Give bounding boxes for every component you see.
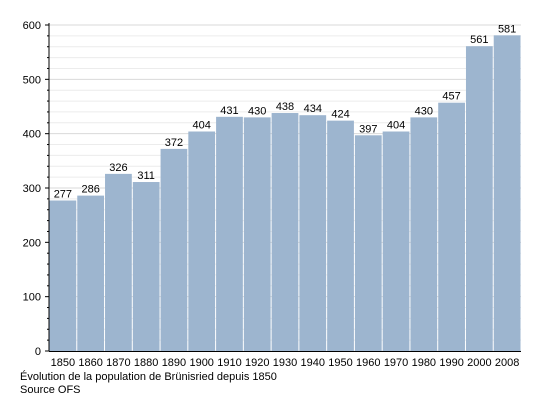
data-label-1870: 326 [109, 162, 127, 174]
bar-1940 [299, 115, 327, 352]
x-tick-label-1950: 1950 [328, 357, 352, 369]
data-label-2008: 581 [498, 23, 516, 35]
x-tick-label-1960: 1960 [356, 357, 380, 369]
bar-1980 [410, 117, 438, 351]
data-labels: 277 286 326 311 372 404 431 430 438 434 424 397 404 4… [54, 23, 517, 200]
bar-2008 [493, 35, 521, 351]
data-label-1850: 277 [54, 188, 72, 200]
y-tick-label: 600 [23, 20, 41, 32]
data-label-1900: 404 [193, 119, 211, 131]
data-label-1910: 431 [220, 105, 238, 117]
data-label-1940: 434 [304, 103, 322, 115]
data-label-1920: 430 [248, 105, 266, 117]
bar-1880 [132, 182, 160, 351]
caption-source: Source OFS [20, 384, 81, 396]
y-tick-label: 400 [23, 129, 41, 141]
data-label-1970: 404 [387, 119, 405, 131]
x-tick-label-1880: 1880 [134, 357, 158, 369]
x-tick-label-1910: 1910 [217, 357, 241, 369]
y-tick-label: 100 [23, 292, 41, 304]
caption-title: Évolution de la population de Brünisried… [20, 371, 277, 383]
x-tick-label-2008: 2008 [495, 357, 519, 369]
x-tick-label-1920: 1920 [245, 357, 269, 369]
x-tick-label-1850: 1850 [51, 357, 75, 369]
bar-1900 [188, 131, 216, 351]
bar-2000 [465, 46, 493, 351]
data-label-1880: 311 [137, 170, 155, 182]
y-tick-label: 0 [35, 346, 41, 358]
x-tick-label-1930: 1930 [273, 357, 297, 369]
x-tick-label-1940: 1940 [301, 357, 325, 369]
y-tick-label: 200 [23, 237, 41, 249]
bar-1970 [382, 131, 410, 351]
x-tick-label-1980: 1980 [412, 357, 436, 369]
data-label-1980: 430 [415, 105, 433, 117]
bar-1860 [77, 195, 105, 351]
data-label-1930: 438 [276, 101, 294, 113]
x-tick-label-1900: 1900 [189, 357, 213, 369]
bar-1910 [216, 116, 243, 351]
data-label-1890: 372 [165, 137, 183, 149]
data-label-1960: 397 [359, 123, 377, 135]
data-label-2000: 561 [470, 34, 488, 46]
bar-1960 [354, 135, 382, 351]
bar-1890 [160, 148, 188, 351]
data-label-1990: 457 [442, 91, 460, 103]
data-label-1860: 286 [81, 184, 99, 196]
bar-1930 [271, 113, 299, 352]
bar-1990 [438, 102, 465, 352]
x-tick-label-1970: 1970 [384, 357, 408, 369]
x-tick-label-1890: 1890 [162, 357, 186, 369]
y-tick-label: 300 [23, 183, 41, 195]
bar-1920 [243, 117, 271, 351]
x-tick-label-2000: 2000 [467, 357, 491, 369]
data-label-1950: 424 [331, 109, 349, 121]
bars [49, 35, 521, 352]
bar-1870 [105, 173, 132, 351]
y-tick-label: 500 [23, 74, 41, 86]
x-tick-label-1870: 1870 [106, 357, 130, 369]
x-tick-label-1990: 1990 [439, 357, 463, 369]
x-tick-label-1860: 1860 [78, 357, 102, 369]
bar-1950 [327, 120, 354, 351]
bar-1850 [49, 200, 77, 351]
